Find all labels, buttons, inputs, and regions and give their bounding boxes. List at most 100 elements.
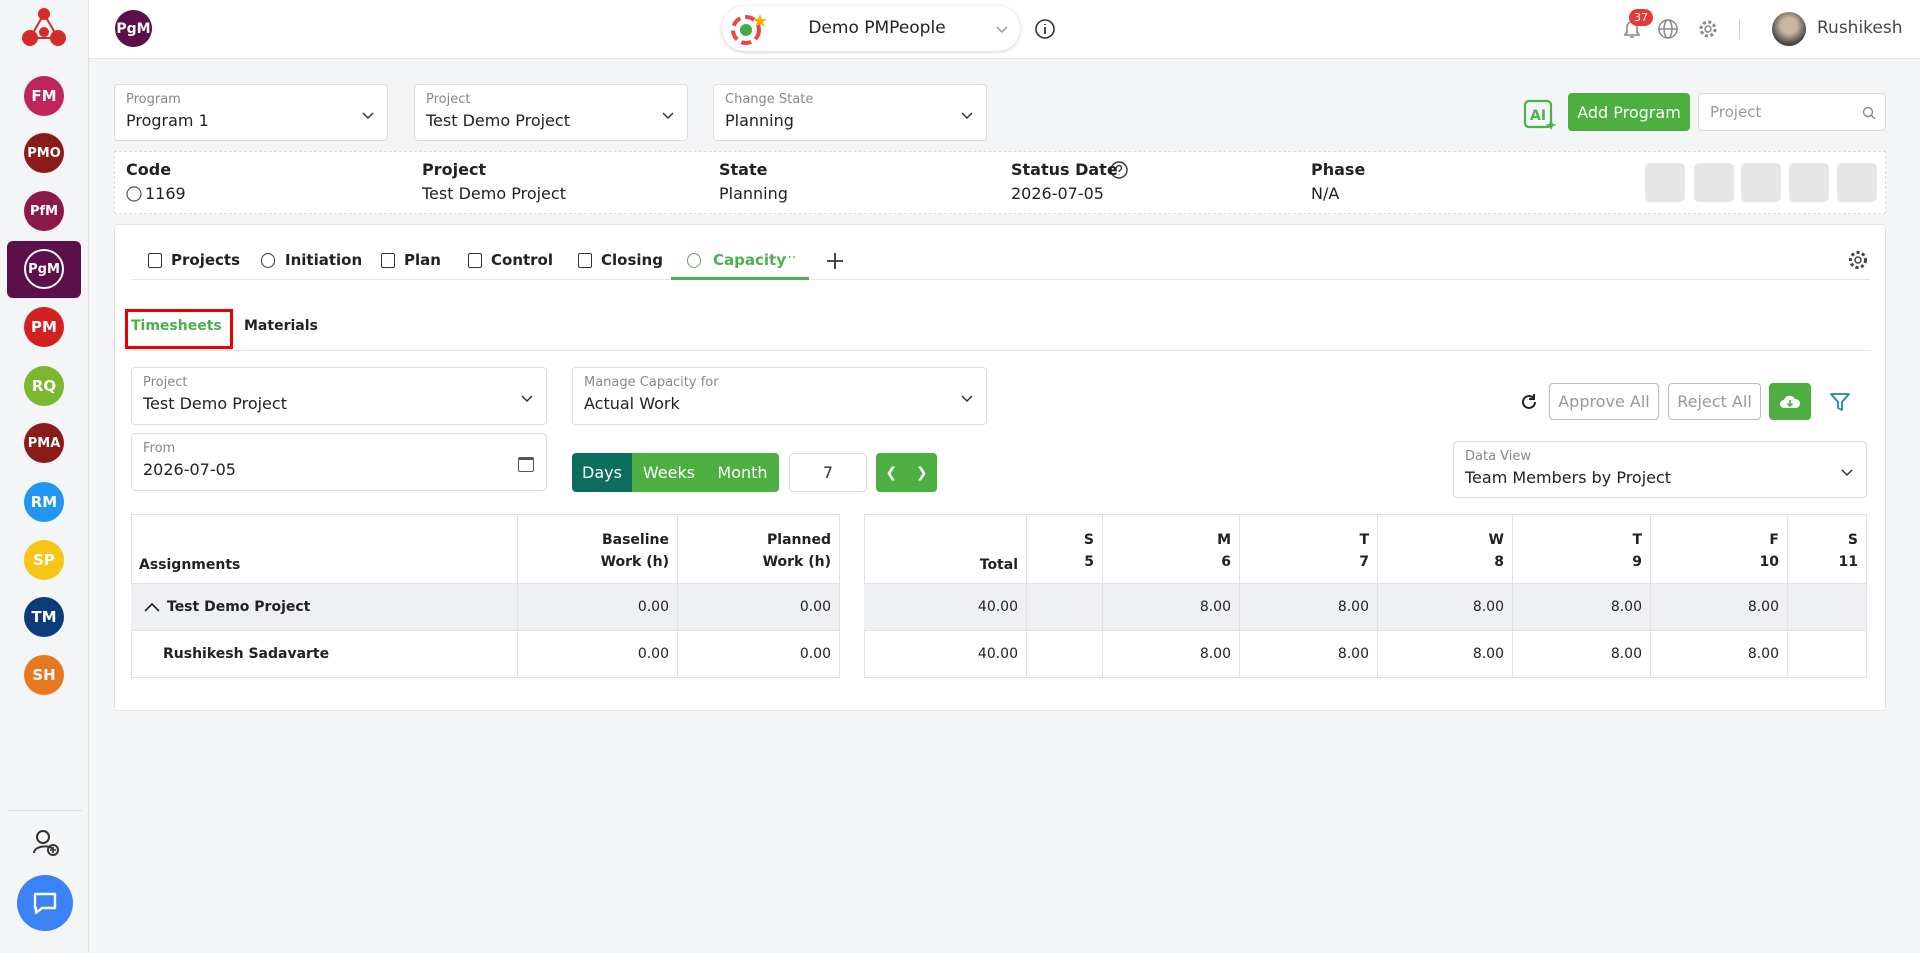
tab[interactable]: Projects [171, 251, 241, 269]
tab[interactable]: Initiation [285, 251, 363, 269]
chevron [961, 395, 973, 403]
cell-value: 0.00 [678, 631, 840, 678]
search-placeholder: Project [1710, 103, 1762, 121]
period-button[interactable]: Weeks [632, 453, 706, 492]
selector[interactable]: Program Program 1 [114, 84, 388, 141]
cell-value: 0.00 [518, 631, 678, 678]
field-label: From [143, 441, 176, 456]
project-filter[interactable]: Project Test Demo Project [131, 367, 547, 425]
subtab-divider [131, 350, 1870, 351]
selector[interactable]: Project Test Demo Project [414, 84, 688, 141]
subtab[interactable]: Materials [244, 318, 318, 334]
add-user-icon[interactable] [32, 828, 60, 856]
header-line: Planned [767, 532, 831, 548]
info-label: Project [422, 160, 487, 179]
info-label: Status Date [1011, 160, 1118, 179]
nav-item[interactable]: SH [24, 655, 64, 695]
period-button[interactable]: Days [572, 453, 632, 492]
next-arrow[interactable]: ❯ [915, 464, 928, 481]
help-icon[interactable] [1109, 160, 1129, 180]
tab-underline [671, 277, 809, 280]
chat-icon [33, 892, 57, 915]
cell-value: 8.00 [1240, 631, 1378, 678]
header-line: S [1083, 532, 1094, 548]
settings-icon[interactable] [1697, 18, 1719, 40]
subtab[interactable]: Timesheets [131, 318, 222, 334]
header-line: Work (h) [762, 554, 831, 570]
radio[interactable] [126, 186, 142, 202]
add-tab[interactable] [825, 251, 845, 271]
toolbar-button[interactable] [1694, 163, 1734, 202]
field-value: Test Demo Project [143, 394, 287, 413]
field-label: Change State [725, 92, 814, 107]
user-avatar[interactable] [1772, 12, 1806, 46]
workspace-switcher[interactable]: Demo PMPeople [722, 6, 1020, 51]
ai-icon[interactable]: AI [1523, 98, 1557, 130]
nav-item[interactable]: RM [24, 482, 64, 522]
prev-arrow[interactable]: ❮ [885, 464, 898, 481]
field-value: Test Demo Project [426, 111, 570, 130]
svg-text:AI: AI [1530, 108, 1546, 124]
nav-item[interactable]: PgM [24, 249, 64, 289]
nav-item[interactable]: TM [24, 597, 64, 637]
tab[interactable]: Capacity [713, 251, 786, 269]
tab[interactable]: Control [491, 251, 554, 269]
nav-item[interactable]: PfM [24, 191, 64, 231]
cell-value [1027, 631, 1103, 678]
settings-icon[interactable] [1847, 249, 1869, 271]
nav-item[interactable]: SP [24, 540, 64, 580]
nav-item[interactable]: RQ [24, 366, 64, 406]
cell-value [1788, 631, 1867, 678]
chat-button[interactable] [17, 875, 73, 931]
header-line: T [1359, 532, 1369, 548]
globe-icon[interactable] [1657, 18, 1679, 40]
info-icon[interactable] [1034, 18, 1056, 40]
tab-icon [578, 253, 592, 268]
column-header: Planned Work (h) [678, 514, 840, 584]
header-line: Work (h) [600, 554, 669, 570]
cell-value: 8.00 [1513, 631, 1651, 678]
field-value: Actual Work [584, 394, 680, 413]
row-name: Test Demo Project [131, 584, 518, 631]
collapse-icon[interactable] [143, 601, 161, 613]
info-label: Code [126, 160, 172, 179]
approve-all-button[interactable]: Approve All [1549, 383, 1659, 420]
download-button[interactable] [1769, 383, 1811, 420]
count-input[interactable]: 7 [789, 453, 867, 492]
nav-item[interactable]: PMO [24, 133, 64, 173]
nav-item[interactable]: PM [24, 307, 64, 347]
cell-value: 8.00 [1103, 584, 1240, 631]
tab-menu[interactable]: ··· [783, 250, 797, 266]
toolbar-button[interactable] [1789, 163, 1829, 202]
toolbar-button[interactable] [1645, 163, 1685, 202]
date-filter[interactable]: From 2026-07-05 [131, 433, 547, 491]
info-strip [114, 151, 1886, 214]
tab-icon [468, 253, 482, 268]
field-label: Program [126, 92, 181, 107]
logo[interactable] [20, 6, 68, 48]
capacity-filter[interactable]: Manage Capacity for Actual Work [572, 367, 987, 425]
user-name[interactable]: Rushikesh [1817, 18, 1903, 38]
info-value: Planning [719, 184, 788, 203]
refresh-icon[interactable] [1519, 392, 1539, 412]
cloud-icon [1780, 395, 1801, 408]
toolbar-button[interactable] [1837, 163, 1877, 202]
filter-icon[interactable] [1829, 391, 1851, 413]
period-button[interactable]: Month [706, 453, 779, 492]
selector[interactable]: Change State Planning [713, 84, 987, 141]
nav-item[interactable]: PMA [24, 423, 64, 463]
field-label: Project [426, 92, 471, 107]
nav-arrows[interactable]: ❮ ❯ [876, 453, 937, 492]
nav-item[interactable]: FM [24, 76, 64, 116]
add-program-button[interactable]: Add Program [1568, 93, 1690, 131]
tab[interactable]: Closing [601, 251, 663, 269]
toolbar-button[interactable] [1741, 163, 1781, 202]
row-name: Rushikesh Sadavarte [131, 631, 518, 678]
module-badge[interactable]: PgM [115, 10, 152, 47]
reject-all-button[interactable]: Reject All [1668, 383, 1761, 420]
tab[interactable]: Plan [404, 251, 441, 269]
search-input[interactable]: Project [1698, 93, 1886, 131]
data-view-filter[interactable]: Data View Team Members by Project [1453, 441, 1867, 498]
